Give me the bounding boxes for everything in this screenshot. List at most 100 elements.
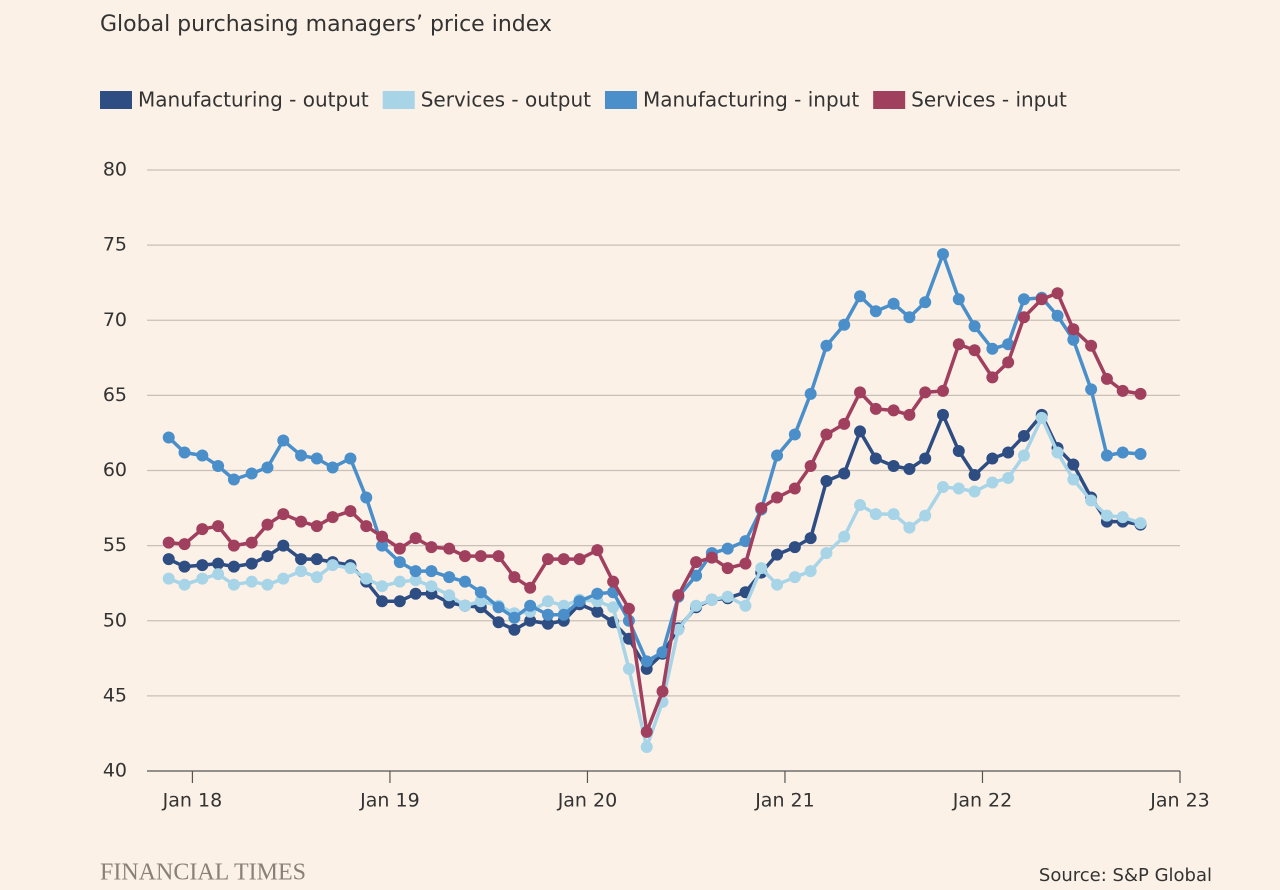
point (968, 469, 981, 482)
point (721, 542, 734, 555)
point (1085, 339, 1098, 352)
point (672, 589, 685, 602)
chart-title: Global purchasing managers’ price index (100, 12, 552, 37)
point (771, 491, 784, 504)
point (295, 565, 308, 578)
point (1067, 323, 1080, 336)
point (1002, 472, 1015, 485)
point (640, 740, 653, 753)
point (277, 508, 290, 521)
point (541, 595, 554, 608)
point (838, 530, 851, 543)
point (162, 431, 175, 444)
point (196, 449, 209, 462)
point (936, 384, 949, 397)
legend-swatch (382, 91, 415, 109)
point (721, 562, 734, 575)
point (326, 461, 339, 474)
point (425, 541, 438, 554)
point (557, 553, 570, 566)
point (245, 467, 258, 480)
y-tick-label: 80 (103, 159, 127, 181)
point (804, 459, 817, 472)
point (508, 623, 521, 636)
point (1116, 511, 1129, 524)
point (887, 404, 900, 417)
point (524, 581, 537, 594)
point (986, 452, 999, 465)
point (212, 557, 225, 570)
point (591, 587, 604, 600)
x-tick-label: Jan 20 (557, 790, 618, 812)
point (672, 623, 685, 636)
point (755, 502, 768, 515)
point (524, 614, 537, 627)
point (162, 553, 175, 566)
point (838, 318, 851, 331)
point (277, 572, 290, 585)
point (227, 539, 240, 552)
point (854, 386, 867, 399)
point (245, 536, 258, 549)
point (690, 599, 703, 612)
point (212, 568, 225, 581)
point (376, 539, 389, 552)
point (162, 536, 175, 549)
point (656, 646, 669, 659)
point (508, 611, 521, 624)
brand: FINANCIAL TIMES (100, 860, 306, 886)
legend-label: Manufacturing - input (643, 88, 859, 112)
point (788, 428, 801, 441)
y-tick-label: 50 (103, 609, 127, 631)
point (310, 571, 323, 584)
point (409, 587, 422, 600)
point (425, 565, 438, 578)
point (245, 575, 258, 588)
legend-label: Services - input (911, 88, 1067, 112)
point (788, 541, 801, 554)
point (1035, 293, 1048, 306)
point (245, 557, 258, 570)
point (771, 578, 784, 591)
point (376, 580, 389, 593)
x-tick-label: Jan 23 (1149, 790, 1210, 812)
point (360, 491, 373, 504)
point (1100, 372, 1113, 385)
point (360, 572, 373, 585)
point (458, 575, 471, 588)
point (162, 572, 175, 585)
point (1100, 449, 1113, 462)
point (443, 589, 456, 602)
point (212, 459, 225, 472)
point (443, 571, 456, 584)
point (903, 408, 916, 421)
point (310, 452, 323, 465)
point (474, 586, 487, 599)
point (968, 344, 981, 357)
point (1134, 517, 1147, 530)
point (1067, 458, 1080, 471)
point (919, 509, 932, 522)
point (295, 553, 308, 566)
point (804, 565, 817, 578)
point (573, 595, 586, 608)
point (952, 444, 965, 457)
point (739, 599, 752, 612)
point (1017, 293, 1030, 306)
point (310, 553, 323, 566)
point (771, 548, 784, 561)
point (739, 557, 752, 570)
point (607, 575, 620, 588)
legend-label: Services - output (421, 88, 591, 112)
point (887, 459, 900, 472)
point (854, 290, 867, 303)
point (443, 542, 456, 555)
x-tick-label: Jan 21 (754, 790, 815, 812)
point (261, 550, 274, 563)
point (393, 575, 406, 588)
point (458, 599, 471, 612)
point (474, 550, 487, 563)
point (788, 482, 801, 495)
